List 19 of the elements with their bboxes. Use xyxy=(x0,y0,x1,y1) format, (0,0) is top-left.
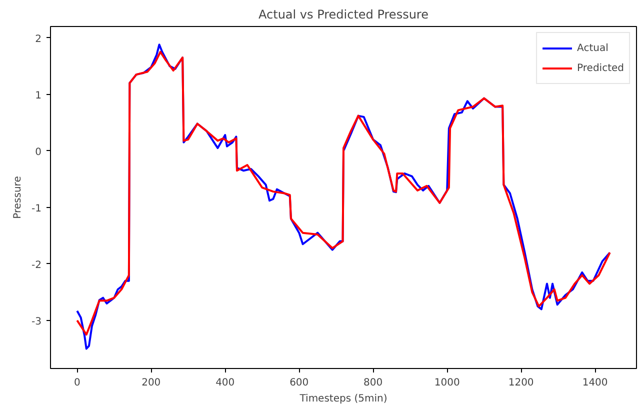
x-tick-label: 200 xyxy=(142,378,161,388)
legend-label: Actual xyxy=(577,42,608,54)
chart-title: Actual vs Predicted Pressure xyxy=(258,8,428,22)
x-tick-label: 1000 xyxy=(434,378,460,388)
legend-label: Predicted xyxy=(577,62,624,74)
y-tick-label: 1 xyxy=(35,90,42,102)
x-axis-title: Timesteps (5min) xyxy=(298,394,388,404)
x-tick-label: 600 xyxy=(290,378,309,388)
x-tick-label: 1200 xyxy=(508,378,534,388)
y-axis-title: Pressure xyxy=(12,176,24,219)
y-tick-label: 2 xyxy=(35,34,42,45)
y-tick-label: -2 xyxy=(32,260,42,271)
x-tick-label: 800 xyxy=(364,378,383,388)
x-tick-label: 0 xyxy=(74,378,80,388)
y-tick-label: -3 xyxy=(32,316,42,328)
x-tick-label: 1400 xyxy=(582,378,608,388)
y-tick-label: -1 xyxy=(32,203,42,214)
y-tick-label: 0 xyxy=(35,146,42,158)
x-tick-label: 400 xyxy=(216,378,235,388)
